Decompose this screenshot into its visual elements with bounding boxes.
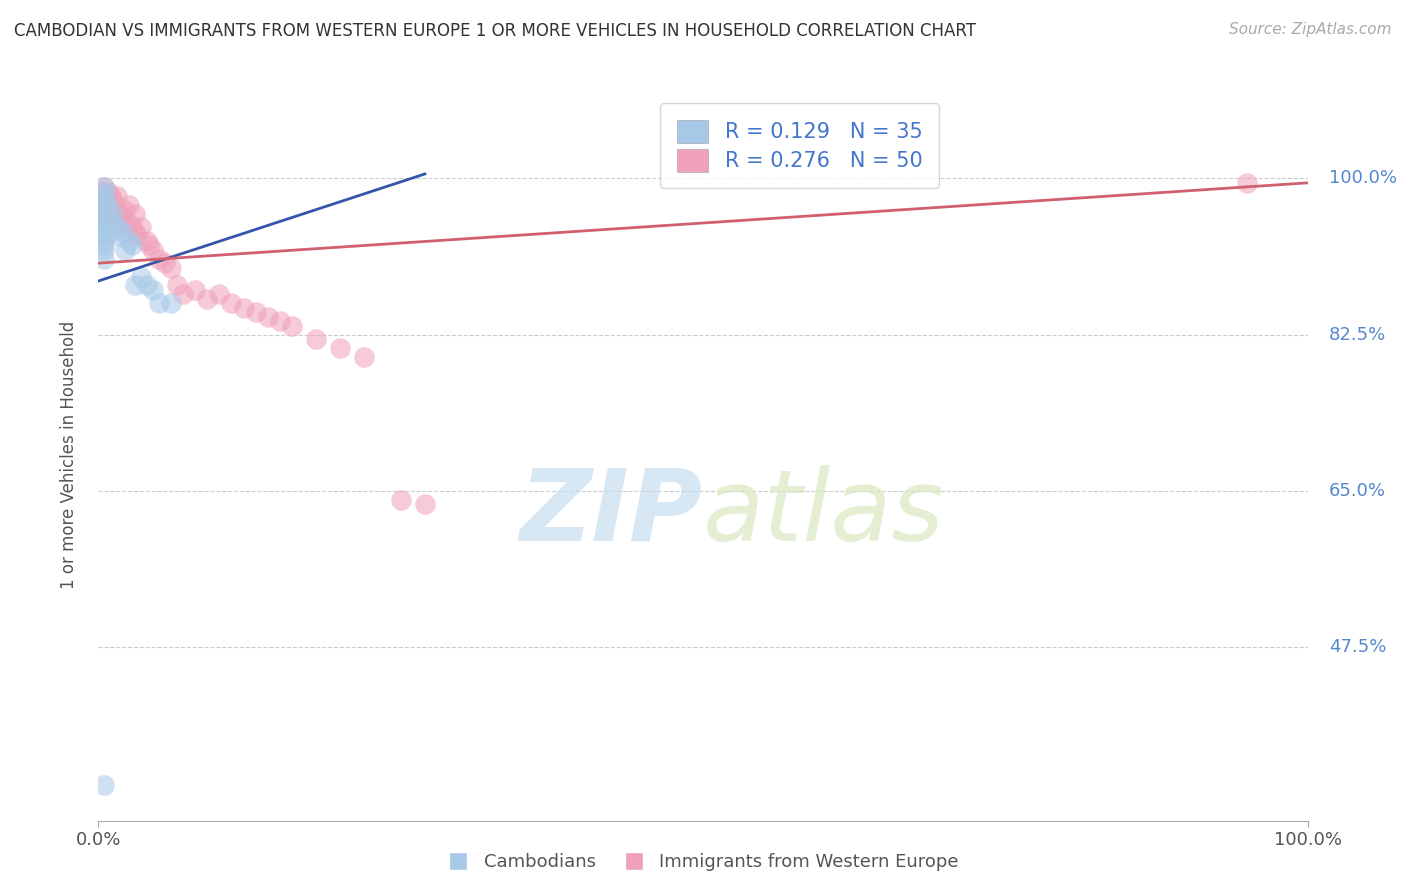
Point bbox=[93, 194, 115, 208]
Point bbox=[105, 189, 128, 203]
Point bbox=[256, 310, 278, 324]
Point bbox=[118, 234, 141, 248]
Point bbox=[111, 211, 134, 226]
Point bbox=[121, 238, 143, 252]
Point bbox=[281, 318, 304, 333]
Point bbox=[127, 229, 149, 244]
Point bbox=[389, 492, 412, 507]
Point bbox=[93, 211, 115, 226]
Point bbox=[114, 243, 136, 257]
Point bbox=[93, 180, 115, 194]
Point bbox=[101, 207, 124, 221]
Y-axis label: 1 or more Vehicles in Household: 1 or more Vehicles in Household bbox=[59, 321, 77, 589]
Text: ZIP: ZIP bbox=[520, 465, 703, 562]
Point bbox=[105, 207, 128, 221]
Point bbox=[160, 260, 183, 275]
Point bbox=[103, 216, 125, 230]
Point bbox=[135, 278, 157, 293]
Point bbox=[118, 198, 141, 212]
Text: atlas: atlas bbox=[703, 465, 945, 562]
Point bbox=[93, 185, 115, 199]
Text: Source: ZipAtlas.com: Source: ZipAtlas.com bbox=[1229, 22, 1392, 37]
Point bbox=[105, 220, 128, 235]
Point bbox=[160, 296, 183, 310]
Point bbox=[97, 198, 120, 212]
Point bbox=[93, 202, 115, 217]
Text: 100.0%: 100.0% bbox=[1329, 169, 1396, 187]
Point bbox=[93, 185, 115, 199]
Point bbox=[100, 225, 122, 239]
Point bbox=[97, 211, 120, 226]
Point bbox=[97, 207, 120, 221]
Point bbox=[93, 189, 115, 203]
Point bbox=[232, 301, 254, 315]
Point bbox=[413, 497, 436, 511]
Point bbox=[135, 234, 157, 248]
Text: 65.0%: 65.0% bbox=[1329, 482, 1386, 500]
Point bbox=[108, 207, 131, 221]
Point bbox=[93, 198, 115, 212]
Point bbox=[153, 256, 176, 270]
Point bbox=[97, 194, 120, 208]
Point bbox=[245, 305, 267, 319]
Point bbox=[97, 220, 120, 235]
Point bbox=[93, 198, 115, 212]
Point bbox=[93, 202, 115, 217]
Point bbox=[108, 229, 131, 244]
Point bbox=[93, 216, 115, 230]
Point bbox=[208, 287, 231, 301]
Point bbox=[121, 220, 143, 235]
Point bbox=[101, 194, 124, 208]
Point bbox=[138, 238, 160, 252]
Point bbox=[1236, 176, 1258, 190]
Point bbox=[93, 194, 115, 208]
Point bbox=[269, 314, 291, 328]
Point bbox=[111, 225, 134, 239]
Point bbox=[129, 269, 152, 284]
Point bbox=[124, 207, 146, 221]
Point bbox=[184, 283, 207, 297]
Legend: Cambodians, Immigrants from Western Europe: Cambodians, Immigrants from Western Euro… bbox=[440, 847, 966, 879]
Point bbox=[195, 292, 218, 306]
Point bbox=[93, 211, 115, 226]
Text: 82.5%: 82.5% bbox=[1329, 326, 1386, 343]
Text: 47.5%: 47.5% bbox=[1329, 638, 1386, 656]
Point bbox=[93, 238, 115, 252]
Point bbox=[93, 243, 115, 257]
Point bbox=[148, 252, 170, 266]
Point bbox=[105, 220, 128, 235]
Point bbox=[93, 778, 115, 792]
Point bbox=[142, 283, 165, 297]
Point bbox=[97, 185, 120, 199]
Point bbox=[172, 287, 194, 301]
Point bbox=[93, 225, 115, 239]
Point bbox=[93, 229, 115, 244]
Point bbox=[353, 350, 375, 364]
Point bbox=[100, 189, 122, 203]
Point bbox=[93, 180, 115, 194]
Point bbox=[93, 207, 115, 221]
Point bbox=[93, 189, 115, 203]
Point bbox=[305, 332, 328, 346]
Point bbox=[118, 216, 141, 230]
Point bbox=[114, 202, 136, 217]
Point bbox=[124, 225, 146, 239]
Point bbox=[93, 207, 115, 221]
Point bbox=[221, 296, 243, 310]
Point bbox=[148, 296, 170, 310]
Point bbox=[329, 341, 352, 355]
Point bbox=[129, 220, 152, 235]
Point bbox=[166, 278, 188, 293]
Point bbox=[93, 220, 115, 235]
Legend: R = 0.129   N = 35, R = 0.276   N = 50: R = 0.129 N = 35, R = 0.276 N = 50 bbox=[661, 103, 939, 188]
Text: CAMBODIAN VS IMMIGRANTS FROM WESTERN EUROPE 1 OR MORE VEHICLES IN HOUSEHOLD CORR: CAMBODIAN VS IMMIGRANTS FROM WESTERN EUR… bbox=[14, 22, 976, 40]
Point bbox=[100, 202, 122, 217]
Point bbox=[142, 243, 165, 257]
Point bbox=[124, 278, 146, 293]
Point bbox=[93, 252, 115, 266]
Point bbox=[93, 234, 115, 248]
